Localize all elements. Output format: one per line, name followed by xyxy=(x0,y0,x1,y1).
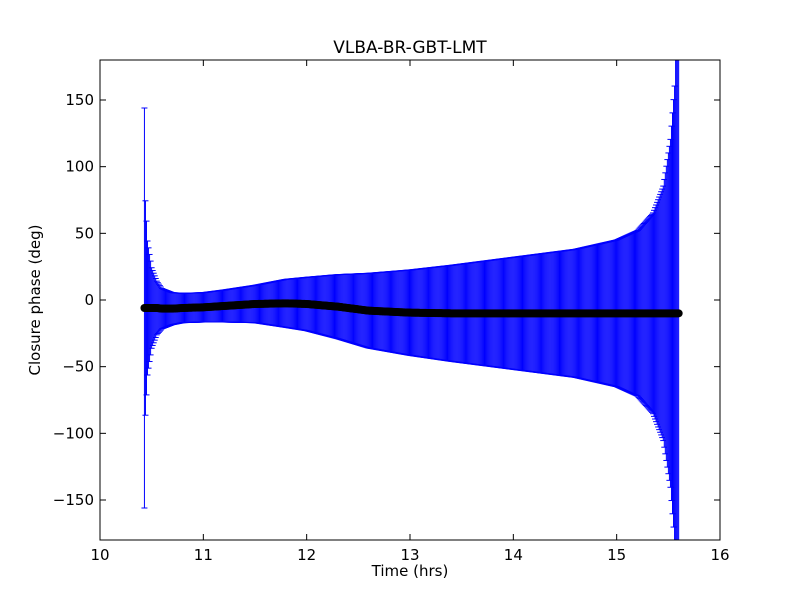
x-tick-label: 12 xyxy=(297,546,316,564)
data-point xyxy=(674,309,683,318)
x-tick-label: 16 xyxy=(710,546,729,564)
y-tick-label: −100 xyxy=(53,424,94,442)
x-tick-label: 14 xyxy=(504,546,523,564)
y-tick-label: 150 xyxy=(65,91,94,109)
axis-ticks: 10 11 12 13 14 15 16 −150 −100 −50 0 50 100 150 xyxy=(53,60,730,564)
y-tick-label: −50 xyxy=(62,358,94,376)
x-axis-label: Time (hrs) xyxy=(371,562,449,580)
plot-area xyxy=(140,60,683,540)
x-tick-label: 13 xyxy=(400,546,419,564)
y-tick-label: 0 xyxy=(84,291,94,309)
y-axis-label: Closure phase (deg) xyxy=(26,225,44,376)
x-tick-label: 10 xyxy=(90,546,109,564)
x-tick-label: 11 xyxy=(194,546,213,564)
x-tick-label: 15 xyxy=(607,546,626,564)
y-tick-label: 100 xyxy=(65,158,94,176)
chart-title: VLBA-BR-GBT-LMT xyxy=(333,38,487,58)
y-tick-label: 50 xyxy=(75,224,94,242)
y-tick-label: −150 xyxy=(53,491,94,509)
